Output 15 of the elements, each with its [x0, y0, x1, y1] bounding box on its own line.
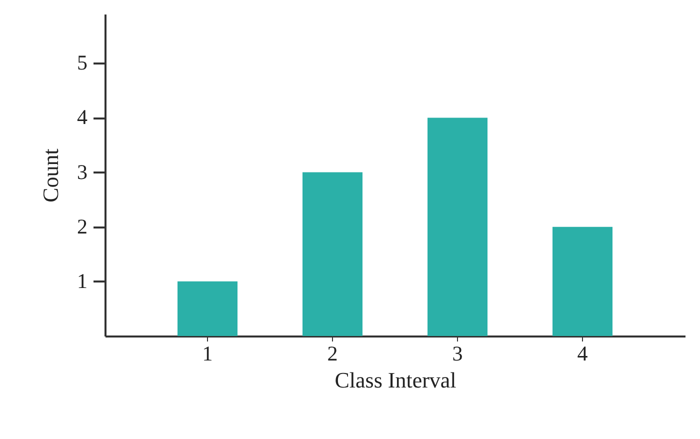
- x-tick-label: 2: [327, 342, 338, 366]
- x-tick-label: 1: [202, 342, 213, 366]
- y-tick-label: 2: [77, 214, 88, 238]
- y-tick-label: 5: [77, 50, 88, 75]
- bar: [178, 281, 238, 336]
- x-tick-label: 3: [452, 342, 463, 366]
- x-tick-label: 4: [577, 342, 588, 366]
- y-tick-label: 1: [77, 268, 88, 293]
- x-axis-title: Class Interval: [334, 368, 456, 392]
- y-tick-label: 3: [77, 160, 88, 184]
- bar: [302, 172, 362, 336]
- bar: [428, 118, 488, 336]
- bar: [552, 226, 612, 336]
- y-tick-label: 4: [77, 105, 88, 130]
- y-axis-title: Count: [38, 148, 63, 202]
